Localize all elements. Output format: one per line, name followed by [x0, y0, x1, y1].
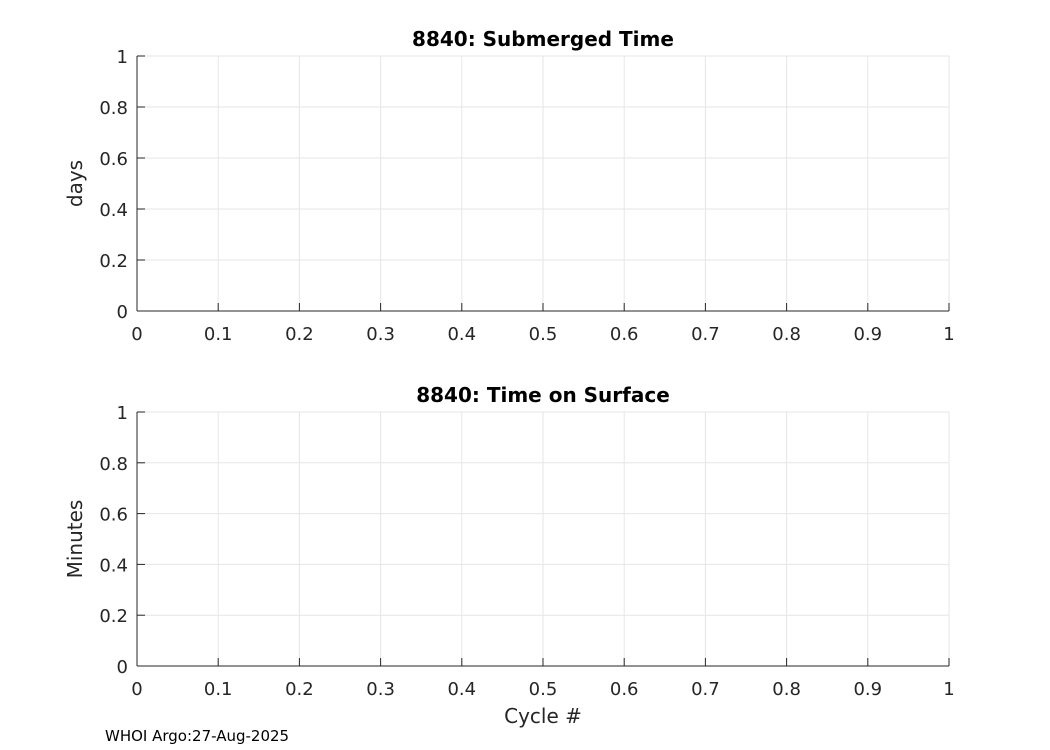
y-axis-label: Minutes	[63, 500, 87, 579]
x-tick-label: 0.8	[772, 679, 801, 700]
y-tick-label: 0.2	[99, 251, 128, 272]
chart-title: 8840: Time on Surface	[416, 383, 670, 407]
axes-1: 0 0.1 0.2 0.3 0.4 0.5 0.6 0.7 0.8 0.9 1 0 0.2 0.4 0.6 0…	[63, 27, 955, 345]
y-tick-label: 0.8	[99, 98, 128, 119]
x-tick-label: 0.1	[204, 679, 233, 700]
axes-2: 0 0.1 0.2 0.3 0.4 0.5 0.6 0.7 0.8 0.9 1 0 0.2 0.4 0.6 0…	[63, 383, 955, 728]
x-tick-label: 0.9	[853, 324, 882, 345]
x-tick-label: 0.2	[285, 679, 314, 700]
x-tick-label: 0.6	[610, 324, 639, 345]
x-axis-label: Cycle #	[504, 704, 582, 728]
x-tick-label: 0.6	[610, 679, 639, 700]
x-tick-label: 0.5	[529, 679, 558, 700]
y-tick-label: 0.4	[99, 200, 128, 221]
x-tick-label: 0.5	[529, 324, 558, 345]
footer-credit: WHOI Argo:27-Aug-2025	[105, 727, 289, 745]
y-tick-label: 0.8	[99, 454, 128, 475]
x-tick-label: 0.2	[285, 324, 314, 345]
x-tick-label: 1	[943, 679, 954, 700]
y-tick-label: 0.4	[99, 555, 128, 576]
x-tick-label: 0.3	[366, 679, 395, 700]
x-tick-label: 0.9	[853, 679, 882, 700]
y-tick-label: 1	[117, 403, 128, 424]
x-tick-label: 0	[131, 324, 142, 345]
x-tick-label: 0.8	[772, 324, 801, 345]
x-tick-label: 1	[943, 324, 954, 345]
y-tick-label: 0.2	[99, 606, 128, 627]
x-tick-label: 0.3	[366, 324, 395, 345]
y-tick-label: 1	[117, 47, 128, 68]
x-tick-label: 0.4	[447, 679, 476, 700]
x-tick-label: 0.7	[691, 679, 720, 700]
y-axis-label: days	[63, 160, 87, 207]
y-tick-label: 0.6	[99, 149, 128, 170]
y-tick-label: 0	[117, 657, 128, 678]
y-tick-label: 0	[117, 302, 128, 323]
x-tick-label: 0.4	[447, 324, 476, 345]
x-tick-label: 0	[131, 679, 142, 700]
x-tick-label: 0.1	[204, 324, 233, 345]
y-tick-label: 0.6	[99, 505, 128, 526]
chart-title: 8840: Submerged Time	[412, 27, 674, 51]
x-tick-label: 0.7	[691, 324, 720, 345]
